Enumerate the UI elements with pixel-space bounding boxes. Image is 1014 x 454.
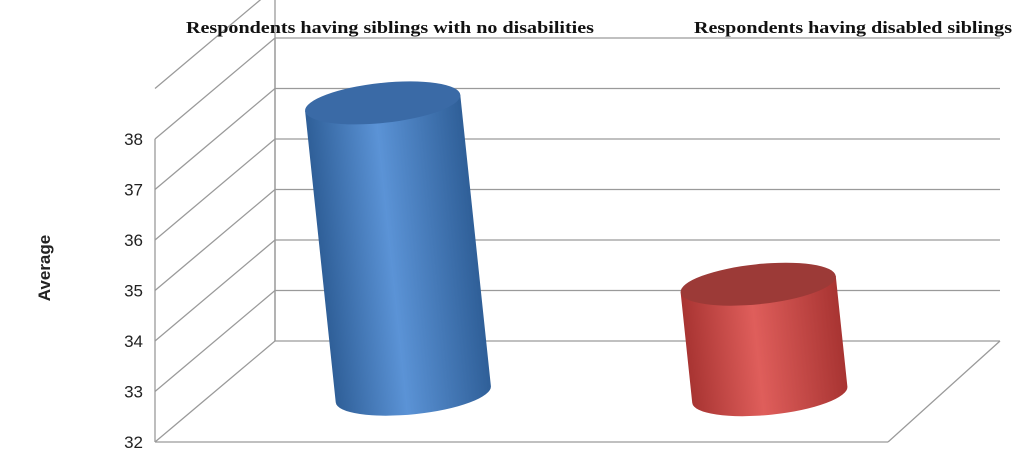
y-axis-ticks: 32 33 34 35 36 37 38 [124,130,143,452]
y-tick-label: 34 [124,332,143,351]
bar-top [305,81,461,125]
bar-1 [305,81,491,416]
y-tick-label: 35 [124,282,143,301]
left-wall-gridline [154,37,276,140]
bar-2 [680,262,848,417]
y-tick-label: 36 [124,231,143,250]
category-label-1: Respondents having siblings with no disa… [186,18,594,37]
left-wall-gridline [154,239,276,342]
category-label-2: Respondents having disabled siblings [694,18,1012,37]
y-tick-label: 32 [124,433,143,452]
gridlines [154,0,1001,443]
left-wall-gridline [154,138,276,241]
bar-body [305,94,491,416]
y-tick-label: 33 [124,383,143,402]
left-wall-gridline [154,88,276,190]
y-tick-label: 37 [124,181,143,200]
y-axis-title: Average [35,235,54,301]
bars [305,81,848,417]
left-wall-gridline [154,0,262,89]
left-wall-gridline [154,290,276,392]
left-wall-gridline [154,189,276,291]
left-wall-gridline [154,340,276,443]
bar-top [680,262,836,306]
bar-body [680,276,848,417]
y-tick-label: 38 [124,130,143,149]
floor-right-edge [887,340,1001,443]
